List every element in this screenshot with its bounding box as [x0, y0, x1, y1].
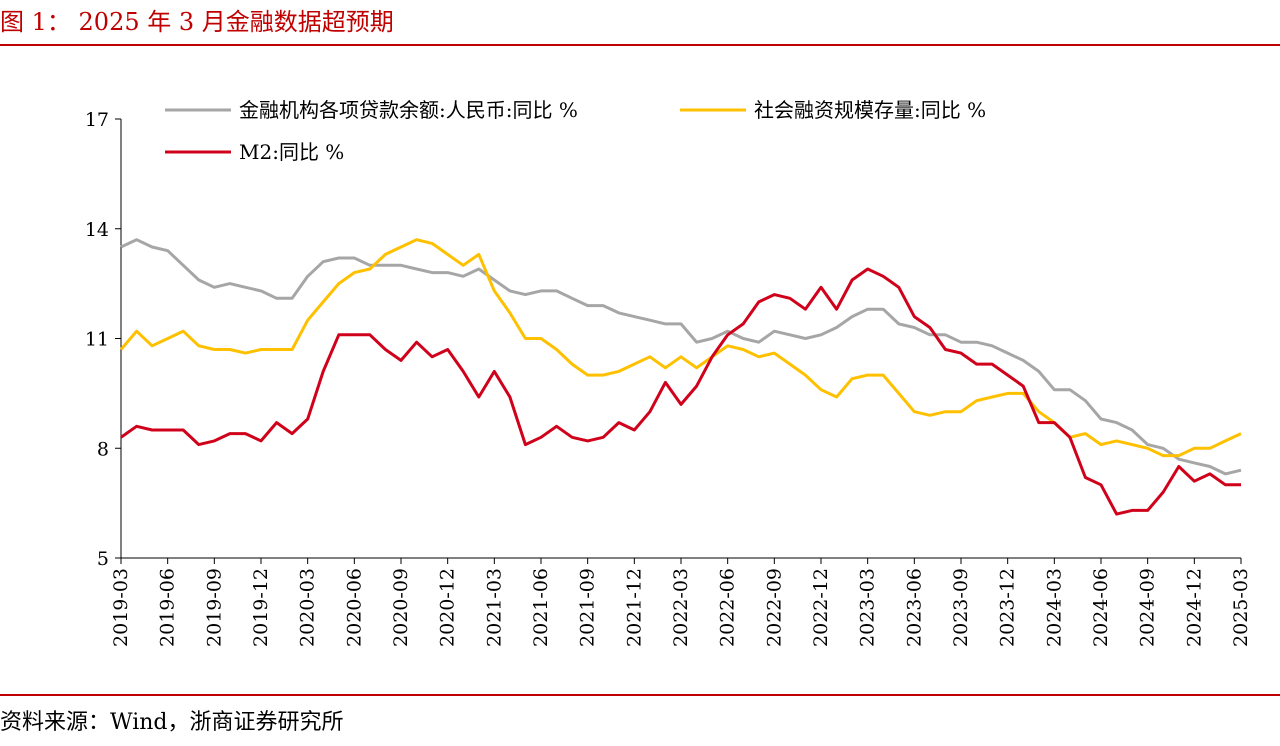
- series-line: [119, 238, 1242, 458]
- x-tick-label: 2024-03: [1043, 568, 1065, 647]
- legend-label: M2:同比 %: [239, 140, 344, 164]
- source-note: 资料来源：Wind，浙商证券研究所: [0, 710, 344, 735]
- x-tick-label: 2023-09: [950, 568, 972, 647]
- bottom-rule: [0, 694, 1280, 696]
- series-line: [120, 238, 1242, 476]
- x-tick-label: 2022-12: [810, 568, 832, 647]
- x-tick-label: 2019-03: [110, 568, 132, 647]
- x-tick-label: 2021-06: [530, 568, 552, 647]
- y-tick-label: 14: [85, 219, 109, 241]
- x-tick-label: 2024-12: [1183, 568, 1205, 647]
- y-tick-label: 17: [85, 109, 109, 131]
- x-tick-label: 2021-09: [577, 568, 599, 647]
- series-line: [120, 267, 1241, 516]
- legend-label: 社会融资规模存量:同比 %: [754, 98, 986, 122]
- x-tick-label: 2023-06: [903, 568, 925, 647]
- line-chart: 5 8 11 14 17 2019-03 2019-06 2019-09 2019-12 2020…: [85, 98, 1252, 647]
- x-tick-label: 2022-09: [763, 568, 785, 647]
- x-tick-label: 2024-06: [1090, 568, 1112, 647]
- x-tick-label: 2023-12: [997, 568, 1019, 647]
- x-tick-label: 2025-03: [1230, 568, 1252, 647]
- x-tick-label: 2019-09: [203, 568, 225, 647]
- x-tick-label: 2022-06: [717, 568, 739, 647]
- figure-title: 图 1： 2025 年 3 月金融数据超预期: [0, 8, 394, 36]
- x-tick-label: 2020-03: [297, 568, 319, 647]
- y-tick-label: 5: [97, 548, 109, 570]
- chart-series: [119, 238, 1242, 516]
- x-tick-label: 2019-12: [250, 568, 272, 647]
- legend-label: 金融机构各项贷款余额:人民币:同比 %: [239, 98, 578, 122]
- chart-legend: 金融机构各项贷款余额:人民币:同比 % 社会融资规模存量:同比 % M2:同比 %: [165, 98, 986, 164]
- x-tick-label: 2021-03: [483, 568, 505, 647]
- x-tick-label: 2020-09: [390, 568, 412, 647]
- x-tick-label: 2020-06: [343, 568, 365, 647]
- y-tick-label: 11: [85, 329, 109, 351]
- x-tick-label: 2024-09: [1137, 568, 1159, 647]
- top-rule: [0, 44, 1280, 46]
- x-tick-label: 2023-03: [857, 568, 879, 647]
- x-tick-label: 2020-12: [437, 568, 459, 647]
- y-tick-label: 8: [97, 438, 109, 460]
- x-tick-label: 2019-06: [157, 568, 179, 647]
- chart-axes: 5 8 11 14 17 2019-03 2019-06 2019-09 2019-12 2020…: [85, 109, 1252, 647]
- x-tick-label: 2022-03: [670, 568, 692, 647]
- x-tick-label: 2021-12: [623, 568, 645, 647]
